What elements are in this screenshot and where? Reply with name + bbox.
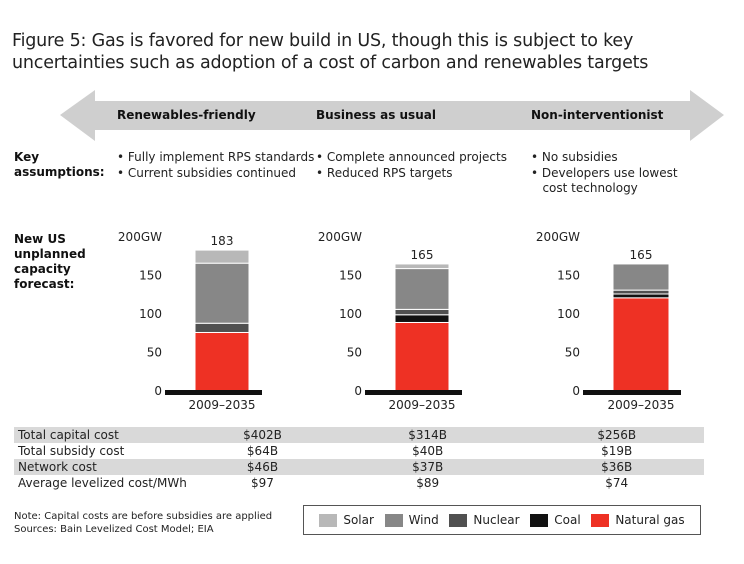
y-tick-label: 100: [339, 307, 362, 321]
assumptions-renewables-friendly: • Fully implement RPS standards • Curren…: [117, 150, 314, 181]
bar-segment-coal: [394, 314, 450, 323]
legend-item-solar: Solar: [319, 513, 374, 527]
cost-row-label: Total capital cost: [14, 427, 200, 443]
legend-item-nuclear: Nuclear: [449, 513, 520, 527]
x-category-label: 2009–2035: [607, 398, 674, 412]
total-label: 165: [630, 248, 653, 262]
bar-segment-nuclear: [394, 308, 450, 316]
y-tick-label: 50: [147, 346, 162, 360]
chart-legend: Solar Wind Nuclear Coal Natural gas: [303, 505, 701, 535]
cost-row: Network cost $46B $37B $36B: [14, 459, 704, 475]
assumption-line: • Fully implement RPS standards: [117, 150, 315, 164]
x-category-label: 2009–2035: [188, 398, 255, 412]
assumption-line: cost technology: [531, 181, 638, 195]
y-tick-label: 50: [347, 346, 362, 360]
x-category-label: 2009–2035: [388, 398, 455, 412]
assumption-line: • No subsidies: [531, 150, 618, 164]
legend-label: Natural gas: [615, 513, 685, 527]
y-tick-label: 200GW: [536, 230, 580, 244]
cost-value: $46B: [199, 459, 326, 475]
cost-value: $314B: [325, 427, 530, 443]
scenario-non-interventionist: Non-interventionist: [531, 108, 664, 122]
assumption-line: • Complete announced projects: [316, 150, 507, 164]
cost-value: $19B: [601, 444, 633, 458]
double-arrow-shape: [60, 90, 724, 141]
y-tick-label: 50: [565, 346, 580, 360]
capacity-charts: 200GW 150 100 50 0 183 2009–2035 200GW 150 100 50 0…: [118, 230, 681, 412]
cost-value: $37B: [325, 459, 530, 475]
legend-swatch: [319, 513, 338, 527]
legend-swatch: [530, 513, 549, 527]
bar-segment-solar: [394, 263, 450, 270]
bar-segment-wind: [612, 263, 670, 291]
bar-segment-solar: [194, 249, 250, 264]
bar-segment-wind: [194, 262, 250, 324]
key-assumptions-label: Key assumptions:: [14, 150, 105, 179]
cost-value: $402B: [199, 427, 326, 443]
legend-swatch: [449, 513, 468, 527]
y-tick-label: 200GW: [118, 230, 162, 244]
cost-value: $74: [605, 476, 629, 490]
scenario-business-as-usual: Business as usual: [316, 108, 436, 122]
bar-segment-nuclear: [194, 322, 250, 333]
cost-value: $40B: [412, 444, 444, 458]
legend-label: Solar: [343, 513, 374, 527]
y-tick-label: 100: [139, 307, 162, 321]
y-tick-label: 0: [154, 384, 162, 398]
cost-row: Average levelized cost/MWh $97 $89 $74: [14, 475, 704, 491]
bar-segment-natural-gas: [394, 321, 450, 392]
assumptions-non-interventionist: • No subsidies • Developers use lowest c…: [531, 150, 678, 197]
scenario-renewables-friendly: Renewables-friendly: [117, 108, 256, 122]
cost-row: Total subsidy cost $64B $40B $19B: [14, 443, 704, 459]
cost-table: Total capital cost $402B $314B $256B Total s…: [14, 427, 704, 491]
cost-row-label: Average levelized cost/MWh: [18, 476, 187, 490]
legend-swatch: [591, 513, 610, 527]
cost-value: $64B: [246, 444, 279, 458]
legend-item-wind: Wind: [384, 513, 439, 527]
x-axis-baseline: [165, 390, 262, 395]
cost-value: $256B: [529, 427, 704, 443]
y-tick-label: 150: [557, 269, 580, 283]
bar-segment-coal: [612, 293, 670, 299]
legend-label: Wind: [408, 513, 439, 527]
x-axis-baseline: [365, 390, 462, 395]
sources-line: Sources: Bain Levelized Cost Model; EIA: [14, 523, 214, 535]
legend-label: Nuclear: [473, 513, 520, 527]
cost-value: $36B: [529, 459, 704, 475]
y-tick-label: 0: [354, 384, 362, 398]
assumption-line: • Current subsidies continued: [117, 165, 297, 180]
cost-value: $97: [251, 476, 274, 490]
assumptions-business-as-usual: • Complete announced projects • Reduced …: [316, 150, 507, 181]
bar-segment-nuclear: [612, 289, 670, 295]
y-tick-label: 0: [572, 384, 580, 398]
note-line: Note: Capital costs are before subsidies…: [14, 511, 273, 522]
cost-row: Total capital cost $402B $314B $256B: [14, 427, 704, 443]
legend-swatch: [384, 513, 403, 527]
bar-segment-natural-gas: [612, 297, 670, 392]
bar-segment-natural-gas: [194, 331, 250, 392]
cost-row-label: Total subsidy cost: [18, 444, 125, 458]
cost-value: $89: [416, 476, 440, 490]
y-tick-label: 150: [339, 269, 362, 283]
y-tick-label: 150: [139, 269, 162, 283]
total-label: 183: [211, 234, 234, 248]
legend-item-natural-gas: Natural gas: [591, 513, 685, 527]
figure-title: Figure 5: Gas is favored for new build i…: [12, 31, 649, 73]
cost-row-label: Network cost: [14, 459, 200, 475]
assumption-line: • Developers use lowest: [531, 165, 678, 180]
assumption-line: • Reduced RPS targets: [316, 165, 453, 180]
bar-segment-wind: [394, 268, 450, 310]
legend-item-coal: Coal: [530, 513, 581, 527]
capacity-forecast-label: New US unplanned capacity forecast:: [14, 232, 86, 291]
legend-label: Coal: [554, 513, 581, 527]
total-label: 165: [411, 248, 434, 262]
footnotes: Note: Capital costs are before subsidies…: [14, 511, 272, 536]
x-axis-baseline: [583, 390, 681, 395]
y-tick-label: 200GW: [318, 230, 362, 244]
y-tick-label: 100: [557, 307, 580, 321]
